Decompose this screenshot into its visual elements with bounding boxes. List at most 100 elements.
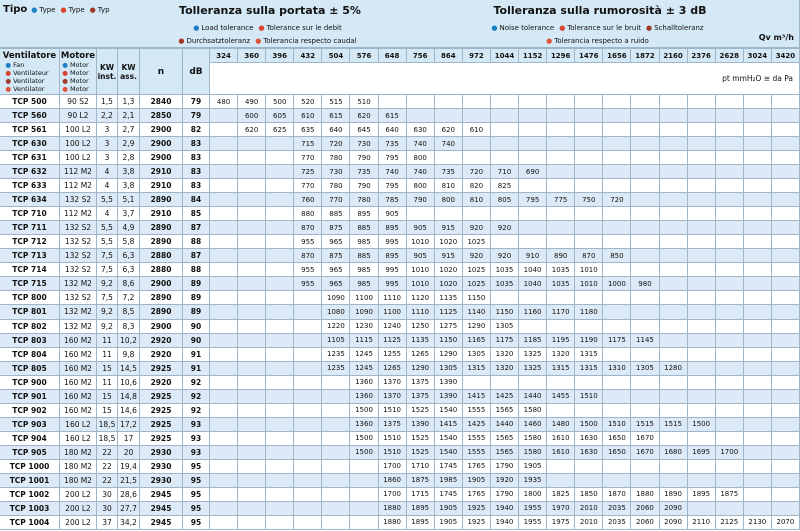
pressure-cell (210, 473, 239, 488)
pressure-cell (743, 361, 772, 376)
pressure-cell: 715 (294, 137, 323, 152)
pressure-cell (603, 473, 632, 488)
pressure-cell: 1555 (462, 445, 491, 460)
pressure-cell (519, 235, 548, 250)
motor-cell: 112 M2 (60, 179, 97, 194)
pressure-cell (743, 109, 772, 124)
flow-header: 3024 (743, 48, 772, 63)
rpm-cell: 2910 (140, 179, 183, 194)
pressure-cell (210, 333, 239, 348)
pressure-cell: 1040 (519, 263, 548, 278)
pressure-cell: 1925 (462, 515, 491, 530)
pressure-cell (490, 137, 520, 152)
pressure-cell: 795 (378, 179, 407, 194)
pressure-cell: 905 (378, 207, 407, 222)
pressure-cell: 1375 (378, 417, 407, 432)
pressure-cell: 1500 (687, 417, 716, 432)
pressure-cell: 1010 (406, 277, 435, 292)
pressure-cell: 965 (322, 235, 351, 250)
rpm-cell: 2930 (140, 473, 183, 488)
pressure-cell: 780 (350, 193, 379, 208)
pressure-cell: 720 (322, 137, 351, 152)
pressure-cell (687, 123, 716, 138)
pressure-cell (771, 235, 800, 250)
pressure-cell: 1255 (378, 347, 407, 362)
pressure-cell (687, 277, 716, 292)
tolerance-langs: Load tolerance Tolerance sur le debit Durc… (155, 20, 385, 46)
pressure-cell (294, 445, 323, 460)
rpm-cell: 2840 (140, 95, 183, 110)
pressure-cell (575, 459, 604, 474)
pressure-cell (603, 389, 632, 404)
flow-header: 1656 (603, 48, 632, 63)
pressure-cell: 895 (350, 207, 379, 222)
pressure-cell: 1145 (631, 333, 660, 348)
pressure-cell: 510 (350, 95, 379, 110)
kw-ass-cell: 20 (118, 445, 140, 460)
pressure-cell: 1765 (462, 487, 491, 502)
rpm-cell: 2925 (140, 403, 183, 418)
pressure-cell (575, 291, 604, 306)
pressure-cell: 1480 (547, 417, 576, 432)
model-cell: TCP 632 (0, 165, 60, 180)
pressure-cell: 1025 (462, 263, 491, 278)
pressure-cell (743, 277, 772, 292)
model-cell: TCP 715 (0, 277, 60, 292)
pressure-cell: 610 (462, 123, 491, 138)
pressure-cell (715, 123, 744, 138)
pressure-cell: 1020 (434, 263, 463, 278)
pressure-cell (238, 459, 267, 474)
pressure-cell (771, 375, 800, 390)
rpm-cell: 2900 (140, 137, 183, 152)
pressure-cell (659, 319, 688, 334)
rpm-cell: 2900 (140, 151, 183, 166)
db-cell: 91 (183, 361, 210, 376)
pressure-cell (519, 137, 548, 152)
kw-ass-cell: 17,2 (118, 417, 140, 432)
pressure-cell: 1500 (350, 403, 379, 418)
pressure-cell (743, 347, 772, 362)
pressure-cell (631, 291, 660, 306)
db-cell: 85 (183, 207, 210, 222)
pressure-cell (266, 501, 295, 516)
pressure-cell: 1630 (575, 431, 604, 446)
pressure-cell (547, 179, 576, 194)
pressure-cell: 1150 (434, 333, 463, 348)
pressure-cell: 1235 (322, 361, 351, 376)
kw-ass-cell: 14,6 (118, 403, 140, 418)
language-label: Motor (62, 85, 89, 93)
db-cell: 88 (183, 263, 210, 278)
pressure-cell: 920 (490, 249, 520, 264)
pressure-cell (547, 137, 576, 152)
pressure-cell (210, 109, 239, 124)
pressure-cell (659, 235, 688, 250)
pressure-cell: 2130 (743, 515, 772, 530)
pressure-cell (687, 389, 716, 404)
pressure-cell: 870 (294, 249, 323, 264)
language-label: Motor (62, 77, 89, 85)
model-cell: TCP 901 (0, 389, 60, 404)
pressure-cell: 1315 (575, 347, 604, 362)
pressure-cell (266, 459, 295, 474)
kw-inst-cell: 22 (97, 459, 118, 474)
pressure-cell (743, 319, 772, 334)
pressure-cell: 1880 (378, 501, 407, 516)
motor-cell: 112 M2 (60, 165, 97, 180)
kw-ass-cell: 6,3 (118, 263, 140, 278)
pressure-cell (238, 207, 267, 222)
pressure-cell: 985 (350, 277, 379, 292)
pressure-cell: 1235 (322, 347, 351, 362)
kw-ass-cell: 8,5 (118, 305, 140, 320)
pressure-cell (547, 473, 576, 488)
flow-header: 1872 (631, 48, 660, 63)
pressure-cell: 980 (631, 277, 660, 292)
pressure-cell: 995 (378, 263, 407, 278)
db-cell: 83 (183, 165, 210, 180)
pressure-cell (238, 165, 267, 180)
language-label: Ventilator (5, 85, 48, 93)
model-cell: TCP 713 (0, 249, 60, 264)
pressure-cell: 1370 (378, 389, 407, 404)
pressure-cell: 600 (238, 109, 267, 124)
pressure-cell: 1500 (350, 431, 379, 446)
pressure-cell (743, 165, 772, 180)
